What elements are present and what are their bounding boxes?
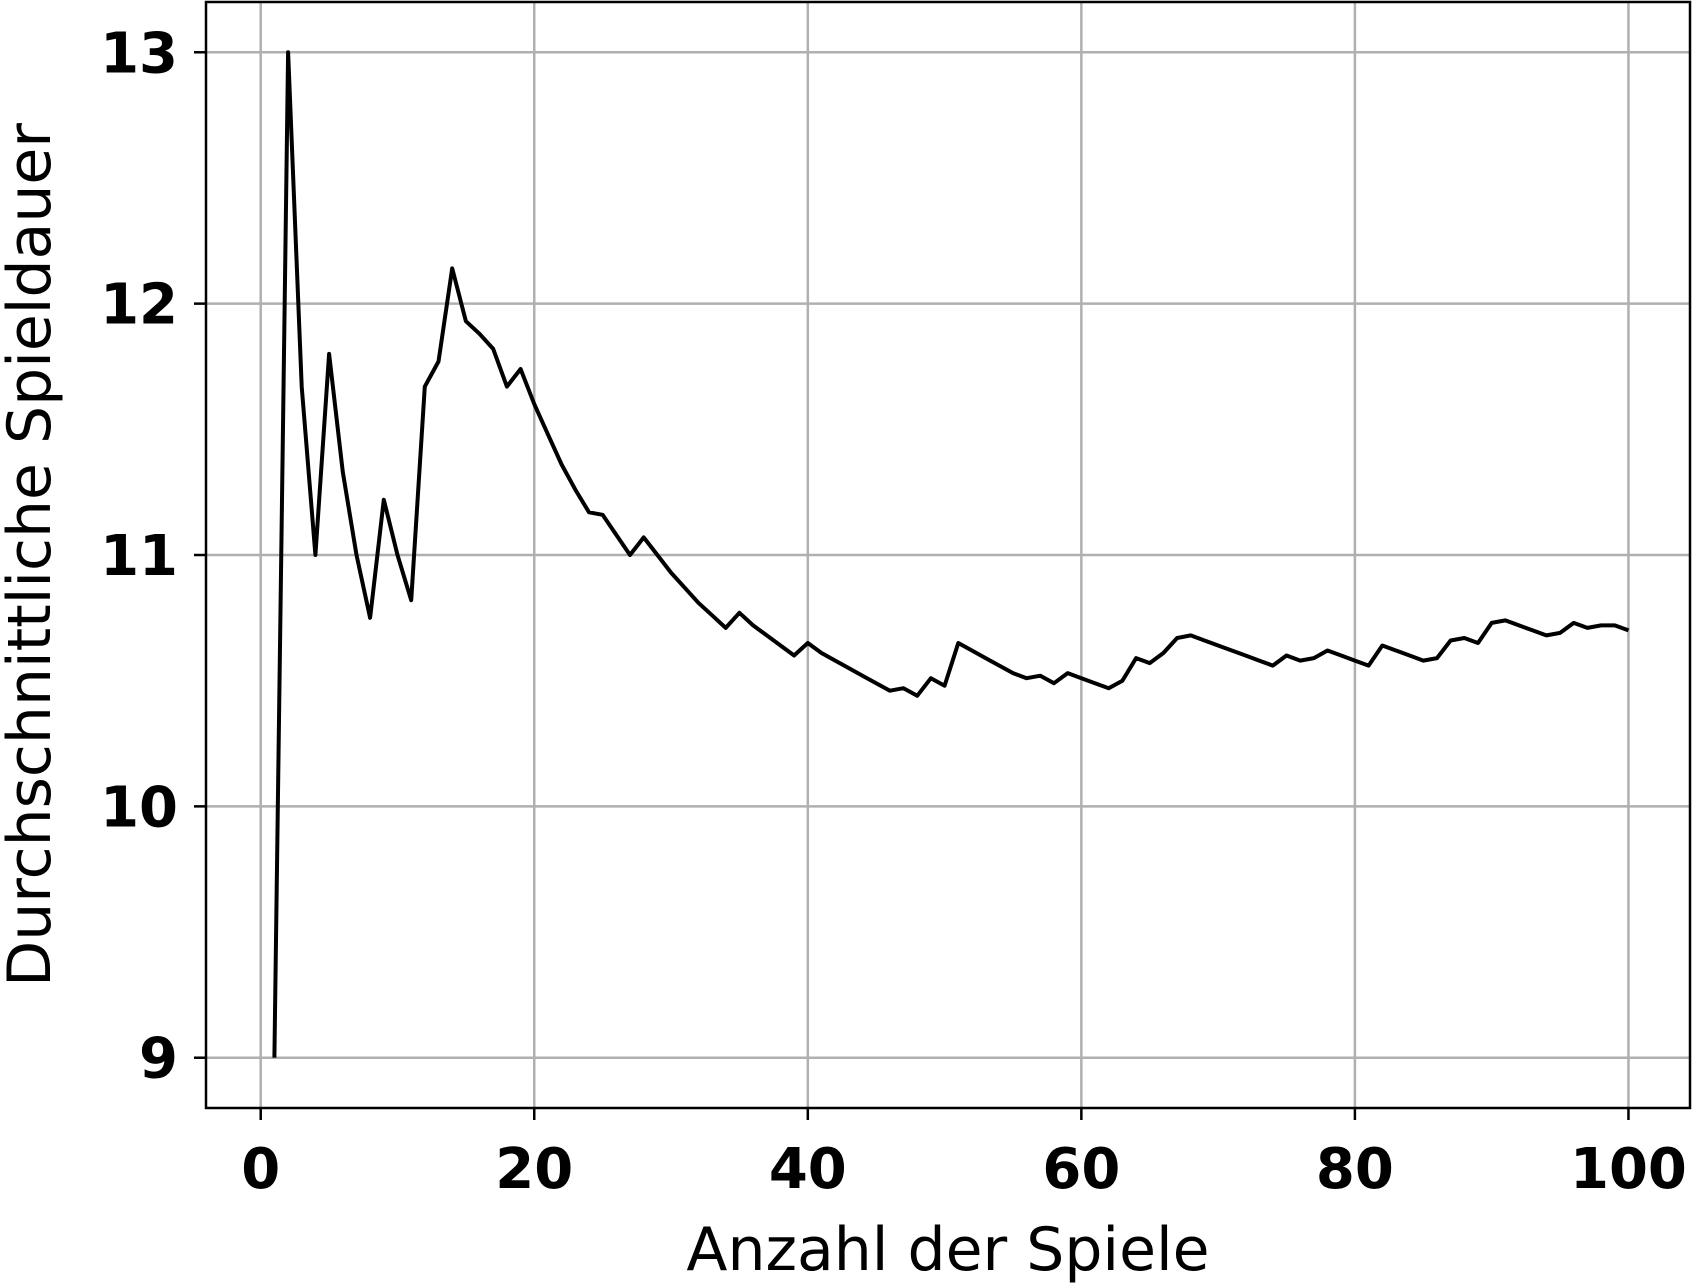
grid	[206, 2, 1690, 1108]
y-tick-label: 10	[100, 775, 178, 840]
y-tick-label: 13	[100, 21, 178, 86]
x-tick-label: 20	[495, 1137, 573, 1202]
series-line	[272, 50, 1630, 1058]
axis-ticks	[194, 51, 1630, 1120]
x-tick-label: 100	[1570, 1137, 1687, 1202]
x-axis-label: Anzahl der Spiele	[686, 1215, 1209, 1285]
x-tick-label: 80	[1316, 1137, 1394, 1202]
x-tick-label: 40	[769, 1137, 847, 1202]
y-axis-label: Durchschnittliche Spieldauer	[0, 123, 65, 987]
x-tick-label: 0	[241, 1137, 280, 1202]
x-tick-label: 60	[1042, 1137, 1120, 1202]
y-tick-label: 9	[139, 1027, 178, 1092]
tick-labels: 0 20 40 60 80 100 9 10 11 12 13	[100, 21, 1687, 1202]
y-tick-label: 11	[100, 524, 178, 589]
plot-frame	[204, 0, 1692, 1110]
y-tick-label: 12	[100, 273, 178, 338]
